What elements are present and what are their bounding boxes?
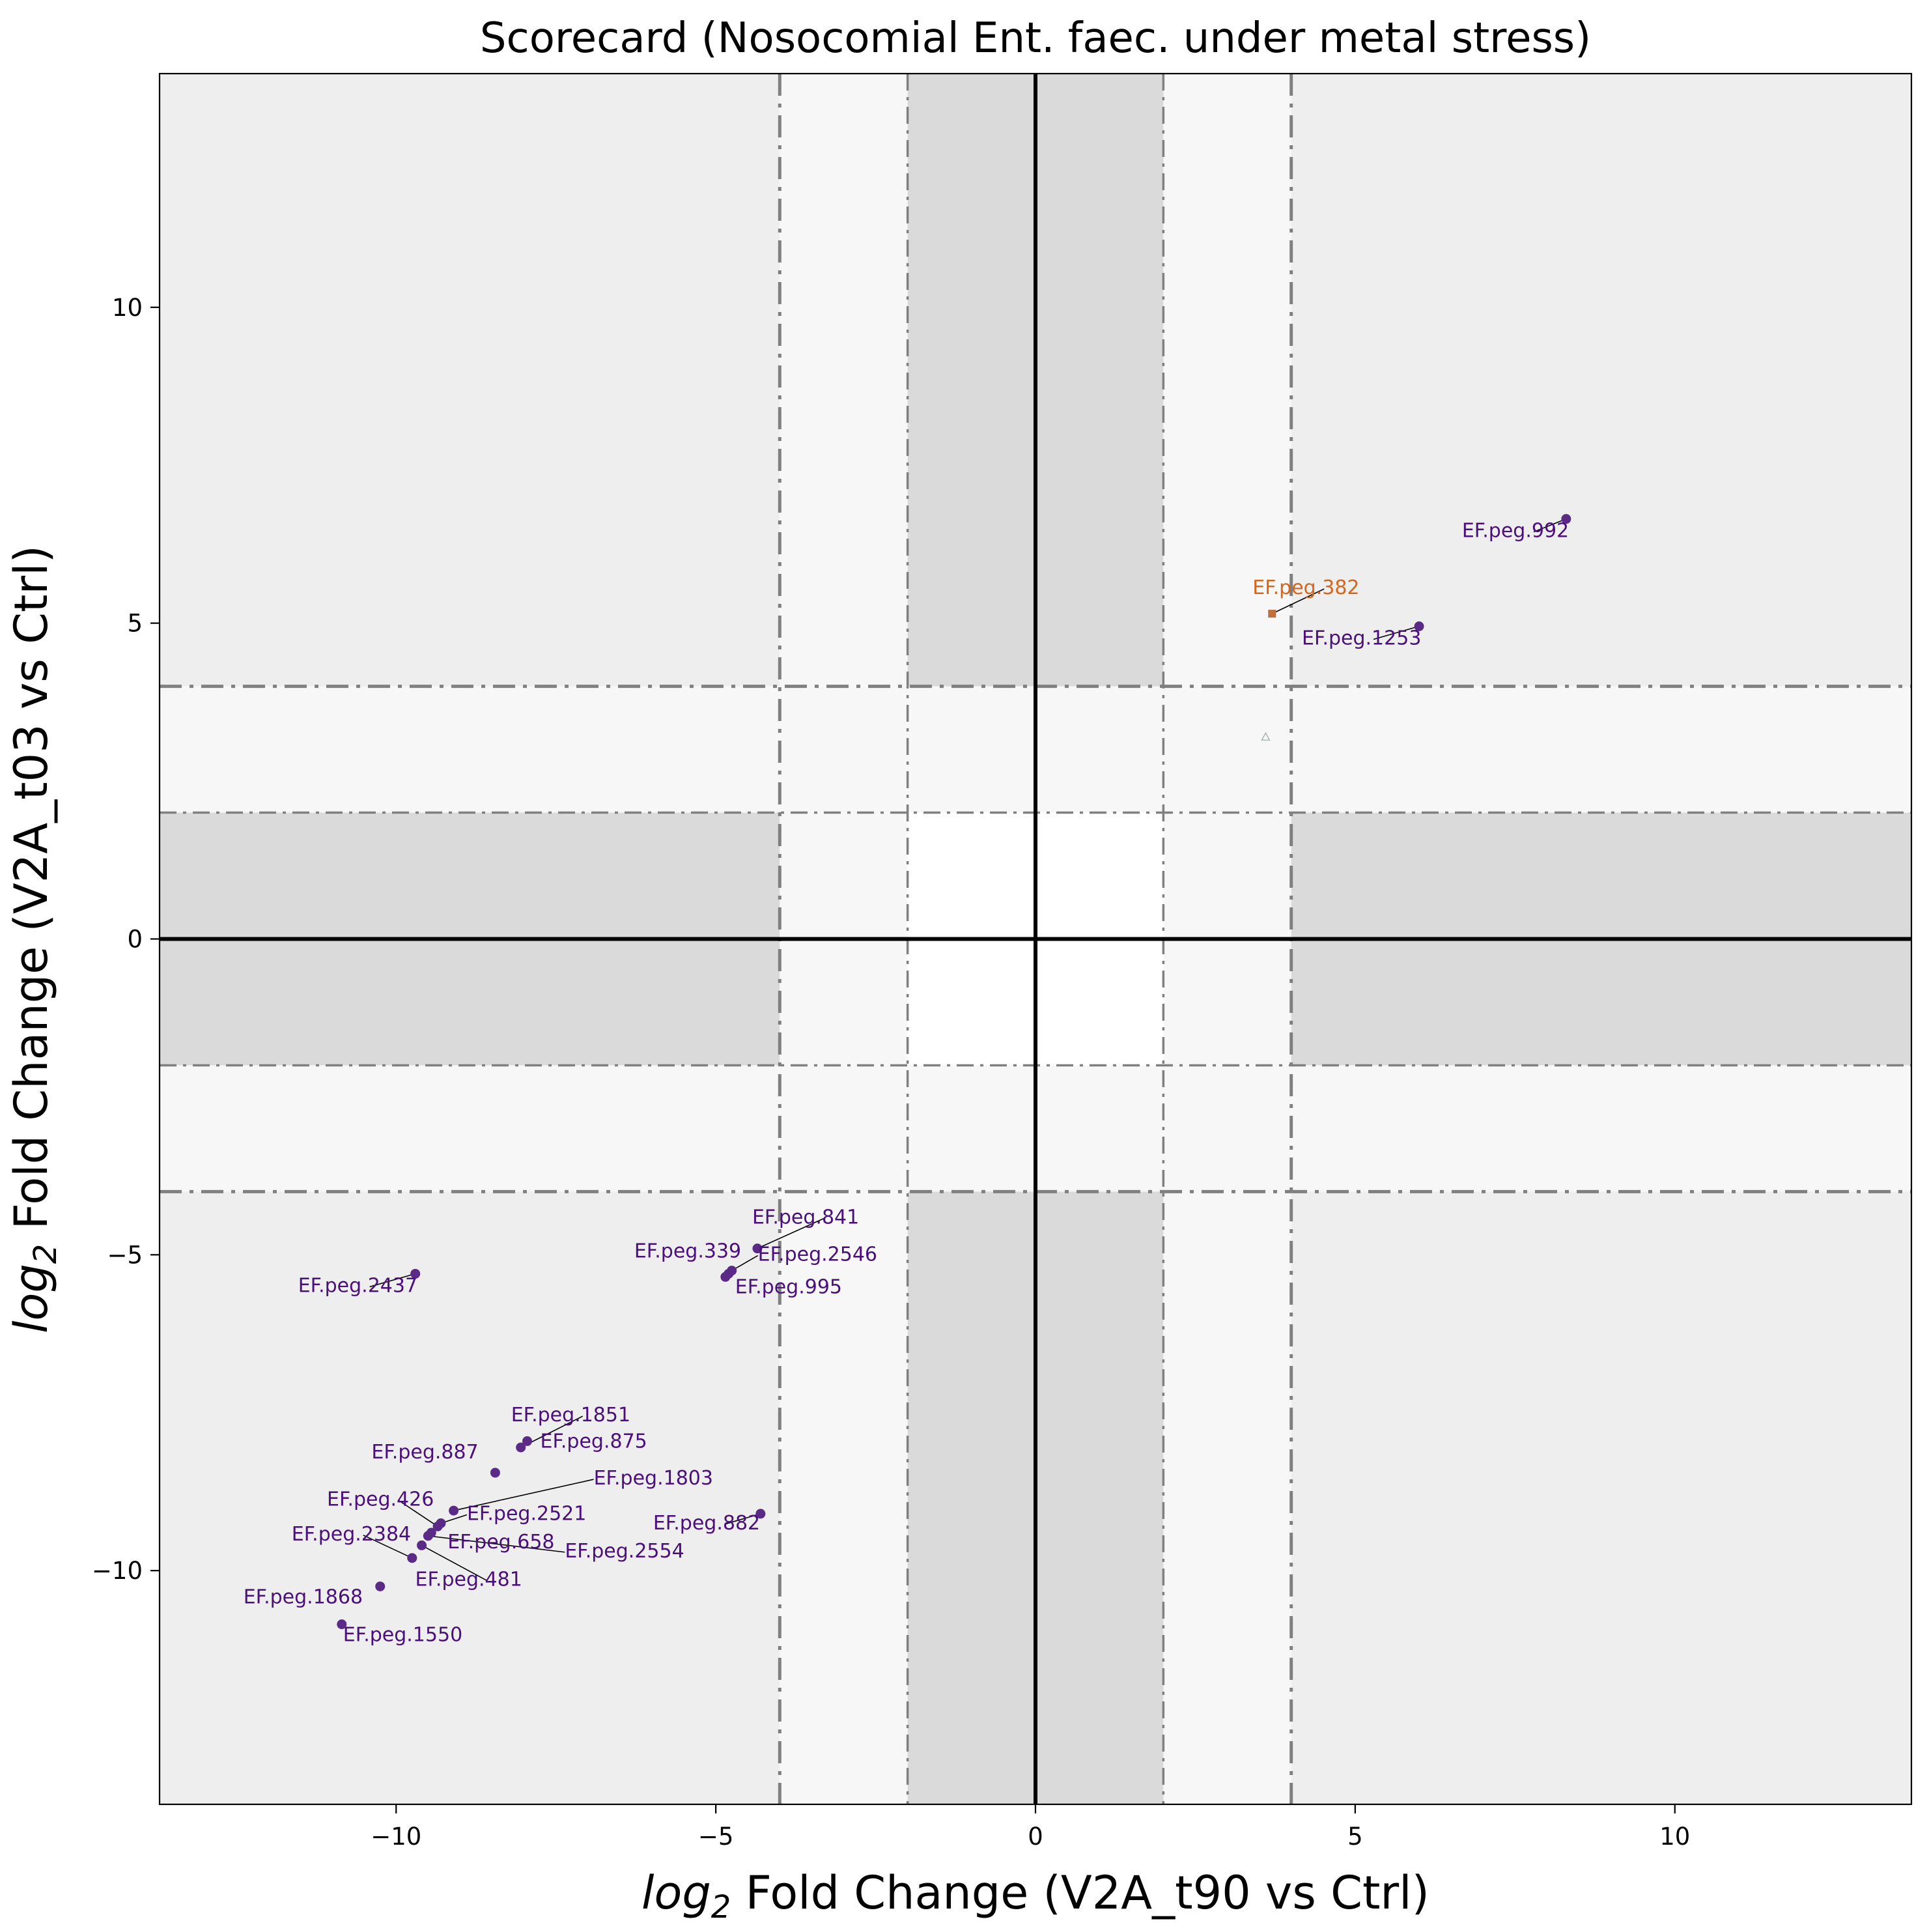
x-tick-label: 0 [1028,1823,1043,1851]
point-label: EF.peg.1550 [343,1624,462,1647]
point-label: EF.peg.481 [415,1568,522,1591]
x-tick-label: −5 [698,1823,734,1851]
x-axis-label-text: Fold Change (V2A_t90 vs Ctrl) [731,1866,1429,1920]
point-labels: EF.peg.992 EF.peg.1253 EF.peg.382 EF.peg.84… [244,520,1569,1647]
label-leader-line [1373,625,1420,640]
data-point [410,1268,421,1279]
point-label: EF.peg.995 [735,1275,842,1298]
data-point [432,1521,443,1531]
y-axis-label-subscript: 2 [27,1244,64,1264]
y-tick-label: −10 [92,1557,143,1585]
point-label: EF.peg.2384 [292,1523,411,1546]
corner-top-right [1291,74,1911,687]
point-label: EF.peg.2554 [565,1540,684,1563]
y-tick-label: 10 [112,294,143,322]
data-point [490,1468,500,1478]
label-leader-line [1533,518,1567,533]
chart-title: Scorecard (Nosocomial Ent. faec. under m… [480,14,1591,63]
label-leader-line [731,1255,759,1271]
label-leader-line [1271,588,1325,614]
corner-bottom-left [160,1191,780,1804]
label-leader-line [724,1513,761,1525]
data-point-triangle [1261,732,1271,741]
label-leader-line [421,1544,487,1582]
corner-bottom-right [1291,1191,1911,1804]
point-label: EF.peg.2546 [758,1243,877,1266]
label-leader-lines [363,518,1567,1582]
point-label: EF.peg.1851 [511,1404,630,1427]
label-leader-line [757,1217,824,1249]
x-tick-label: 5 [1347,1823,1363,1851]
point-label: EF.peg.382 [1252,576,1359,599]
point-label: EF.peg.1253 [1302,627,1421,649]
data-point [407,1553,417,1563]
data-point [1561,514,1571,524]
label-leader-line [369,1273,415,1288]
x-axis-label-subscript: 2 [711,1889,731,1925]
point-label: EF.peg.1803 [594,1467,713,1490]
data-point [449,1505,459,1516]
point-label: EF.peg.658 [447,1531,554,1554]
data-point [522,1436,533,1446]
point-label: EF.peg.426 [327,1488,434,1511]
y-axis-label: log2 Fold Change (V2A_t03 vs Ctrl) [5,545,64,1333]
x-axis-label-log: log [641,1866,711,1920]
y-axis-label-log: log [5,1264,58,1333]
data-point [1414,621,1424,631]
point-label: EF.peg.2521 [467,1502,586,1525]
point-label: EF.peg.887 [371,1441,478,1464]
data-point [755,1509,766,1519]
x-axis-label: log2 Fold Change (V2A_t90 vs Ctrl) [641,1866,1429,1925]
point-label: EF.peg.992 [1462,520,1569,543]
x-tick-label: 10 [1659,1823,1690,1851]
point-label: EF.peg.841 [752,1206,859,1229]
y-tick-label: 5 [127,610,143,638]
point-label: EF.peg.2437 [298,1274,417,1297]
data-point [417,1540,427,1550]
point-label: EF.peg.882 [653,1512,760,1535]
data-point [752,1243,763,1254]
label-leader-line [453,1479,594,1511]
y-tick-label: −5 [107,1241,143,1269]
data-points [337,514,1571,1630]
x-tick-label: −10 [371,1823,421,1851]
label-leader-line [363,1535,413,1559]
point-label: EF.peg.1868 [244,1585,363,1608]
zero-axes [160,74,1911,1804]
data-point [375,1581,386,1591]
label-leader-line [398,1499,438,1527]
point-label: EF.peg.339 [634,1240,741,1262]
data-point [724,1268,734,1279]
data-point [423,1531,433,1541]
y-tick-label: 0 [127,926,143,954]
data-point [337,1619,347,1630]
corner-top-left [160,74,780,687]
data-point-square [1268,610,1276,618]
label-leader-line [428,1535,565,1553]
axis-ticks: −10 −5 0 5 10 −10 −5 0 5 10 [92,294,1690,1851]
data-point [516,1442,526,1453]
y-axis-label-text: Fold Change (V2A_t03 vs Ctrl) [5,545,58,1244]
point-label: EF.peg.875 [541,1430,647,1453]
